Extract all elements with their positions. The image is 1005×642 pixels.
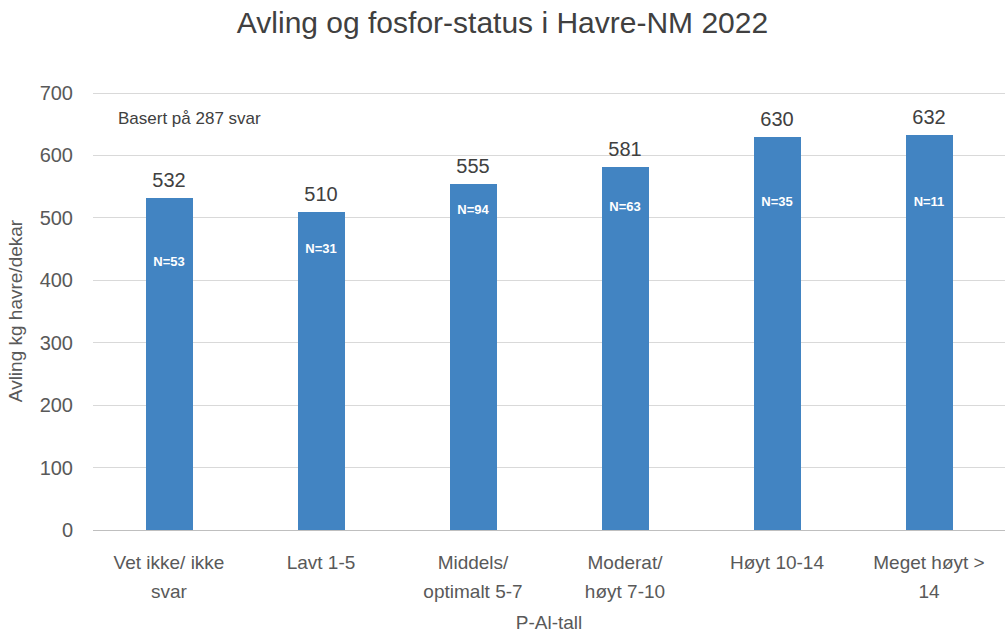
x-category-label: 14 — [849, 577, 1005, 606]
gridline — [93, 280, 1005, 281]
gridline — [93, 342, 1005, 343]
x-category-label: Høyt 10-14 — [697, 548, 857, 577]
y-tick-label: 400 — [0, 267, 73, 293]
value-label: 532 — [119, 168, 219, 192]
value-label: 630 — [727, 107, 827, 131]
x-axis-line — [93, 530, 1005, 531]
x-category-label: Lavt 1-5 — [241, 548, 401, 577]
bar-chart: Avling og fosfor-status i Havre-NM 2022 … — [0, 0, 1005, 642]
y-tick-label: 700 — [0, 80, 73, 106]
gridline — [93, 467, 1005, 468]
gridline — [93, 217, 1005, 218]
bar — [146, 198, 193, 530]
gridline — [93, 155, 1005, 156]
y-tick-label: 500 — [0, 205, 73, 231]
x-category-label: høyt 7-10 — [545, 577, 705, 606]
bar-n-label: N=35 — [754, 193, 801, 211]
y-tick-label: 100 — [0, 455, 73, 481]
x-category-label: Middels/ — [393, 548, 553, 577]
value-label: 555 — [423, 154, 523, 178]
value-label: 581 — [575, 137, 675, 161]
x-category-label: svar — [89, 577, 249, 606]
x-category-label: Moderat/ — [545, 548, 705, 577]
x-category-label: optimalt 5-7 — [393, 577, 553, 606]
bar — [450, 184, 497, 530]
bar-n-label: N=63 — [602, 198, 649, 216]
gridline — [93, 93, 1005, 94]
bar — [298, 212, 345, 530]
x-category-label: Vet ikke/ ikke — [89, 548, 249, 577]
value-label: 510 — [271, 182, 371, 206]
y-tick-label: 600 — [0, 142, 73, 168]
bar-n-label: N=53 — [146, 253, 193, 271]
y-tick-label: 300 — [0, 330, 73, 356]
gridline — [93, 405, 1005, 406]
bar — [602, 167, 649, 530]
value-label: 632 — [879, 105, 979, 129]
bar-n-label: N=31 — [298, 240, 345, 258]
bar-n-label: N=94 — [450, 201, 497, 219]
y-tick-label: 200 — [0, 392, 73, 418]
plot-area: 0 100 200 300 400 500 600 700 532 N=53 Vet ikke/ i… — [0, 0, 1005, 642]
y-tick-label: 0 — [0, 517, 73, 543]
bar-n-label: N=11 — [906, 193, 953, 211]
x-category-label: Meget høyt > — [849, 548, 1005, 577]
